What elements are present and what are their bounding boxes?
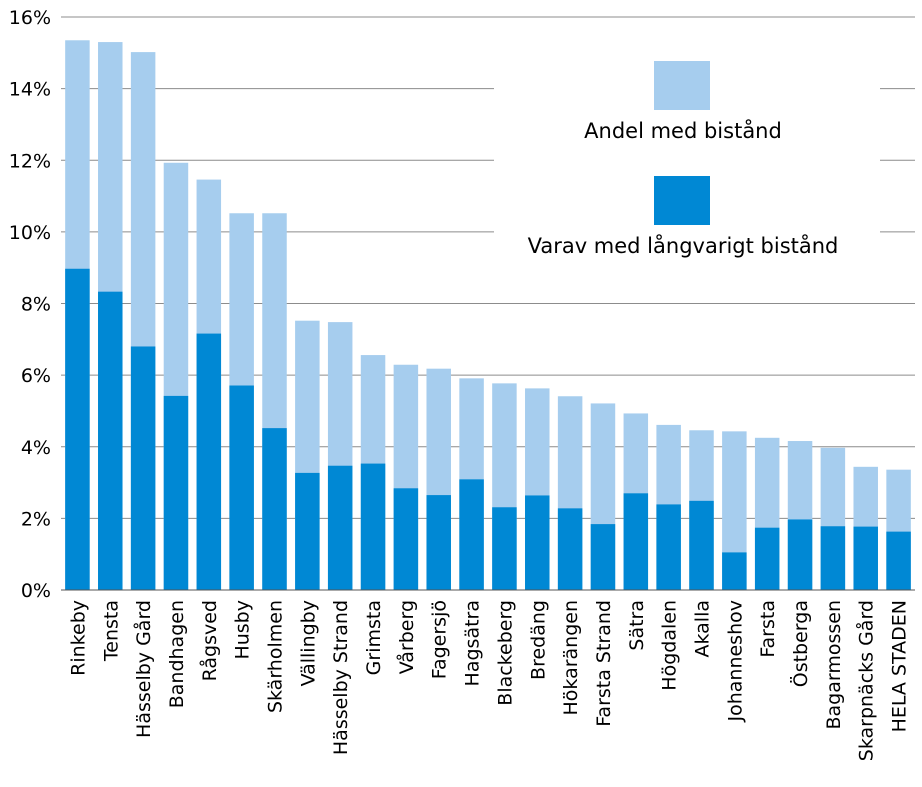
x-label-farsta: Farsta [757, 600, 779, 658]
legend-label-andel-med-bistand: Andel med bistånd [584, 118, 782, 143]
x-label-bagarmossen: Bagarmossen [823, 600, 845, 730]
bar-longterm-johanneshov [722, 552, 747, 590]
y-tick-label-0: 0% [21, 580, 51, 602]
x-label-satra: Sätra [626, 600, 648, 651]
bar-longterm-farsta [754, 527, 780, 590]
bar-longterm-skarpnacks-gard [853, 526, 878, 590]
x-label-johanneshov: Johanneshov [724, 600, 746, 723]
x-label-hogdalen: Högdalen [659, 600, 681, 691]
bar-longterm-grimsta [360, 463, 386, 590]
x-label-grimsta: Grimsta [363, 600, 385, 675]
bar-longterm-hasselby-strand [327, 465, 353, 590]
bar-longterm-rinkeby [65, 268, 90, 590]
bar-longterm-skarholmen [262, 428, 287, 590]
bar-longterm-satra [623, 493, 649, 590]
bar-longterm-blackeberg [492, 507, 517, 590]
x-label-hasselby-strand: Hässelby Strand [330, 600, 352, 755]
y-tick-label-4: 8% [21, 294, 51, 316]
bar-longterm-hela-staden [886, 531, 911, 590]
x-label-hela-staden: HELA STADEN [889, 600, 911, 732]
x-label-skarholmen: Skärholmen [265, 600, 287, 713]
bar-longterm-hogdalen [656, 504, 681, 590]
y-tick-label-5: 10% [9, 222, 51, 244]
x-label-hasselby-gard: Hässelby Gård [132, 600, 155, 738]
bar-longterm-fagersjo [426, 495, 451, 590]
x-label-bandhagen: Bandhagen [166, 600, 188, 708]
y-tick-label-6: 12% [9, 150, 51, 172]
bar-longterm-hokarangen [557, 508, 583, 590]
legend-label-varav-med-langvarigt-bistand: Varav med långvarigt bistånd [528, 233, 839, 258]
bar-longterm-ragsved [196, 333, 222, 590]
x-label-farsta-strand: Farsta Strand [593, 600, 615, 727]
x-label-varberg: Vårberg [395, 600, 418, 674]
legend: Andel med bistånd Varav med långvarigt b… [494, 40, 880, 280]
y-tick-label-8: 16% [9, 7, 51, 29]
x-label-skarpnacks-gard: Skarpnäcks Gård [855, 600, 878, 761]
x-label-rinkeby: Rinkeby [67, 600, 89, 676]
bar-longterm-farsta-strand [590, 524, 616, 590]
bar-longterm-bandhagen [163, 395, 189, 590]
x-label-vallingby: Vällingby [297, 600, 319, 686]
y-axis-ticks: 0% 2% 4% 6% 8% 10% 12% 14% 16% [9, 7, 51, 602]
x-axis-labels: Rinkeby Tensta Hässelby Gård Bandhagen Rågsv… [67, 600, 910, 761]
x-label-akalla: Akalla [692, 600, 714, 658]
bar-longterm-bagarmossen [820, 526, 846, 590]
x-label-ragsved: Rågsved [198, 600, 221, 681]
bar-longterm-varberg [393, 488, 419, 590]
y-tick-label-2: 4% [21, 437, 51, 459]
bar-longterm-bredang [525, 495, 550, 590]
bar-longterm-hagsatra [459, 479, 484, 590]
x-label-hagsatra: Hagsätra [462, 600, 484, 686]
bar-longterm-tensta [98, 291, 123, 590]
x-label-tensta: Tensta [100, 600, 122, 662]
bar-longterm-akalla [689, 500, 714, 590]
bar-longterm-husby [229, 385, 254, 590]
x-label-husby: Husby [232, 600, 254, 660]
y-tick-label-7: 14% [9, 79, 51, 101]
y-tick-label-1: 2% [21, 508, 51, 530]
bars [65, 40, 911, 591]
x-label-bredang: Bredäng [527, 600, 549, 680]
legend-swatch-andel-med-bistand [654, 61, 710, 110]
bar-longterm-vallingby [295, 472, 320, 590]
x-label-hokarangen: Hökarängen [560, 600, 582, 716]
bar-longterm-ostberga [787, 519, 813, 590]
legend-swatch-varav-med-langvarigt-bistand [654, 176, 710, 225]
x-label-ostberga: Östberga [789, 600, 812, 687]
x-label-fagersjo: Fagersjö [429, 600, 451, 679]
x-label-blackeberg: Blackeberg [494, 600, 516, 706]
y-tick-label-3: 6% [21, 365, 51, 387]
bar-longterm-hasselby-gard [130, 346, 156, 590]
